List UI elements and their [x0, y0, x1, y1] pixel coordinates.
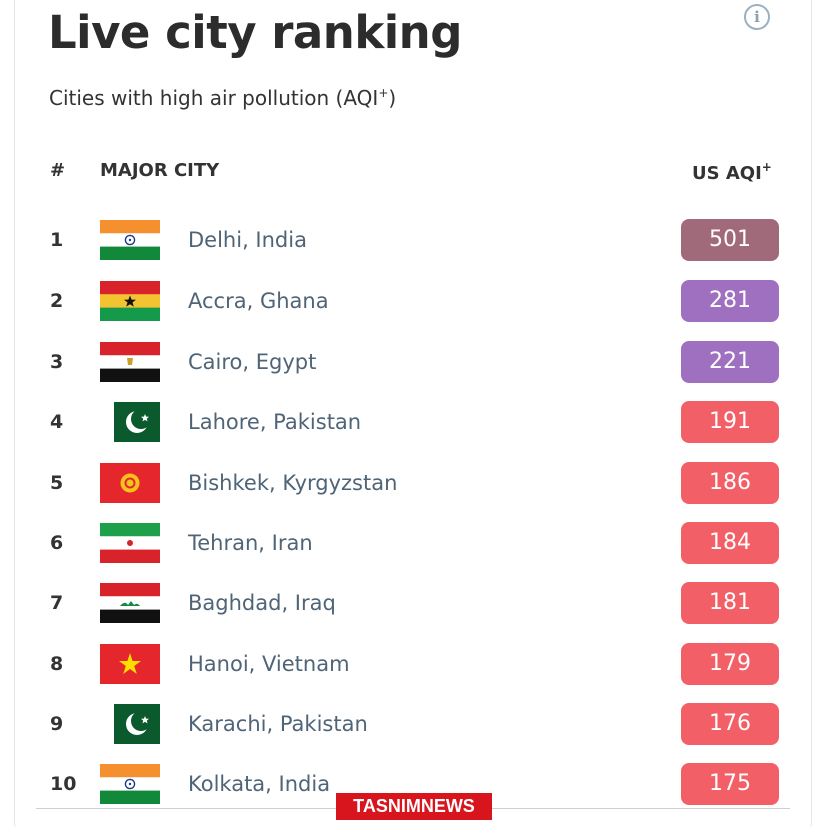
pakistan-flag-icon	[114, 704, 160, 744]
subtitle: Cities with high air pollution (AQI+)	[49, 86, 396, 110]
city-link[interactable]: Hanoi, Vietnam	[188, 652, 350, 676]
row-rank: 9	[50, 713, 64, 735]
row-rank: 2	[50, 290, 64, 312]
row-rank: 10	[50, 773, 77, 795]
city-link[interactable]: Accra, Ghana	[188, 289, 329, 313]
aqi-badge: 221	[681, 341, 779, 383]
table-row[interactable]: 10 Kolkata, India 175	[0, 762, 827, 822]
row-rank: 8	[50, 653, 64, 675]
column-header-aqi-label: US AQI	[692, 163, 762, 184]
row-rank: 5	[50, 472, 64, 494]
city-link[interactable]: Kolkata, India	[188, 772, 331, 796]
india-flag-icon	[100, 220, 160, 260]
city-link[interactable]: Lahore, Pakistan	[188, 410, 362, 434]
row-rank: 3	[50, 351, 64, 373]
column-header-rank: #	[50, 160, 66, 181]
subtitle-superscript: +	[378, 86, 389, 100]
aqi-badge: 181	[681, 582, 779, 624]
city-link[interactable]: Karachi, Pakistan	[188, 712, 368, 736]
page-title: Live city ranking	[48, 6, 462, 59]
table-row[interactable]: 9 Karachi, Pakistan 176	[0, 702, 827, 762]
kyrgyzstan-flag-icon	[100, 463, 160, 503]
aqi-badge: 176	[681, 703, 779, 745]
aqi-badge: 179	[681, 643, 779, 685]
table-row[interactable]: 6 Tehran, Iran 184	[0, 521, 827, 581]
city-link[interactable]: Cairo, Egypt	[188, 350, 317, 374]
table-row[interactable]: 8 Hanoi, Vietnam 179	[0, 642, 827, 702]
aqi-badge: 175	[681, 763, 779, 805]
city-link[interactable]: Delhi, India	[188, 228, 307, 252]
column-header-aqi: US AQI+	[692, 160, 772, 184]
city-link[interactable]: Tehran, Iran	[188, 531, 313, 555]
row-rank: 1	[50, 229, 64, 251]
aqi-badge: 281	[681, 280, 779, 322]
india-flag-icon	[100, 764, 160, 804]
aqi-badge: 191	[681, 401, 779, 443]
egypt-flag-icon	[100, 342, 160, 382]
subtitle-close: )	[388, 86, 397, 110]
vietnam-flag-icon	[100, 644, 160, 684]
aqi-badge: 186	[681, 462, 779, 504]
aqi-badge: 184	[681, 522, 779, 564]
aqi-badge: 501	[681, 219, 779, 261]
info-icon[interactable]: i	[744, 4, 770, 30]
iran-flag-icon	[100, 523, 160, 563]
row-rank: 4	[50, 411, 64, 433]
iraq-flag-icon	[100, 583, 160, 623]
row-rank: 6	[50, 532, 64, 554]
table-row[interactable]: 1 Delhi, India 501	[0, 218, 827, 278]
row-rank: 7	[50, 592, 64, 614]
watermark-logo: TASNIMNEWS	[336, 793, 492, 820]
table-row[interactable]: 2 Accra, Ghana 281	[0, 279, 827, 339]
table-row[interactable]: 7 Baghdad, Iraq 181	[0, 581, 827, 641]
ghana-flag-icon	[100, 281, 160, 321]
table-row[interactable]: 5 Bishkek, Kyrgyzstan 186	[0, 461, 827, 521]
city-link[interactable]: Bishkek, Kyrgyzstan	[188, 471, 398, 495]
table-row[interactable]: 4 Lahore, Pakistan 191	[0, 400, 827, 460]
table-row[interactable]: 3 Cairo, Egypt 221	[0, 340, 827, 400]
pakistan-flag-icon	[114, 402, 160, 442]
column-header-aqi-sup: +	[761, 160, 772, 174]
city-link[interactable]: Baghdad, Iraq	[188, 591, 336, 615]
column-header-city: MAJOR CITY	[100, 160, 220, 181]
subtitle-text: Cities with high air pollution (AQI	[49, 86, 379, 110]
